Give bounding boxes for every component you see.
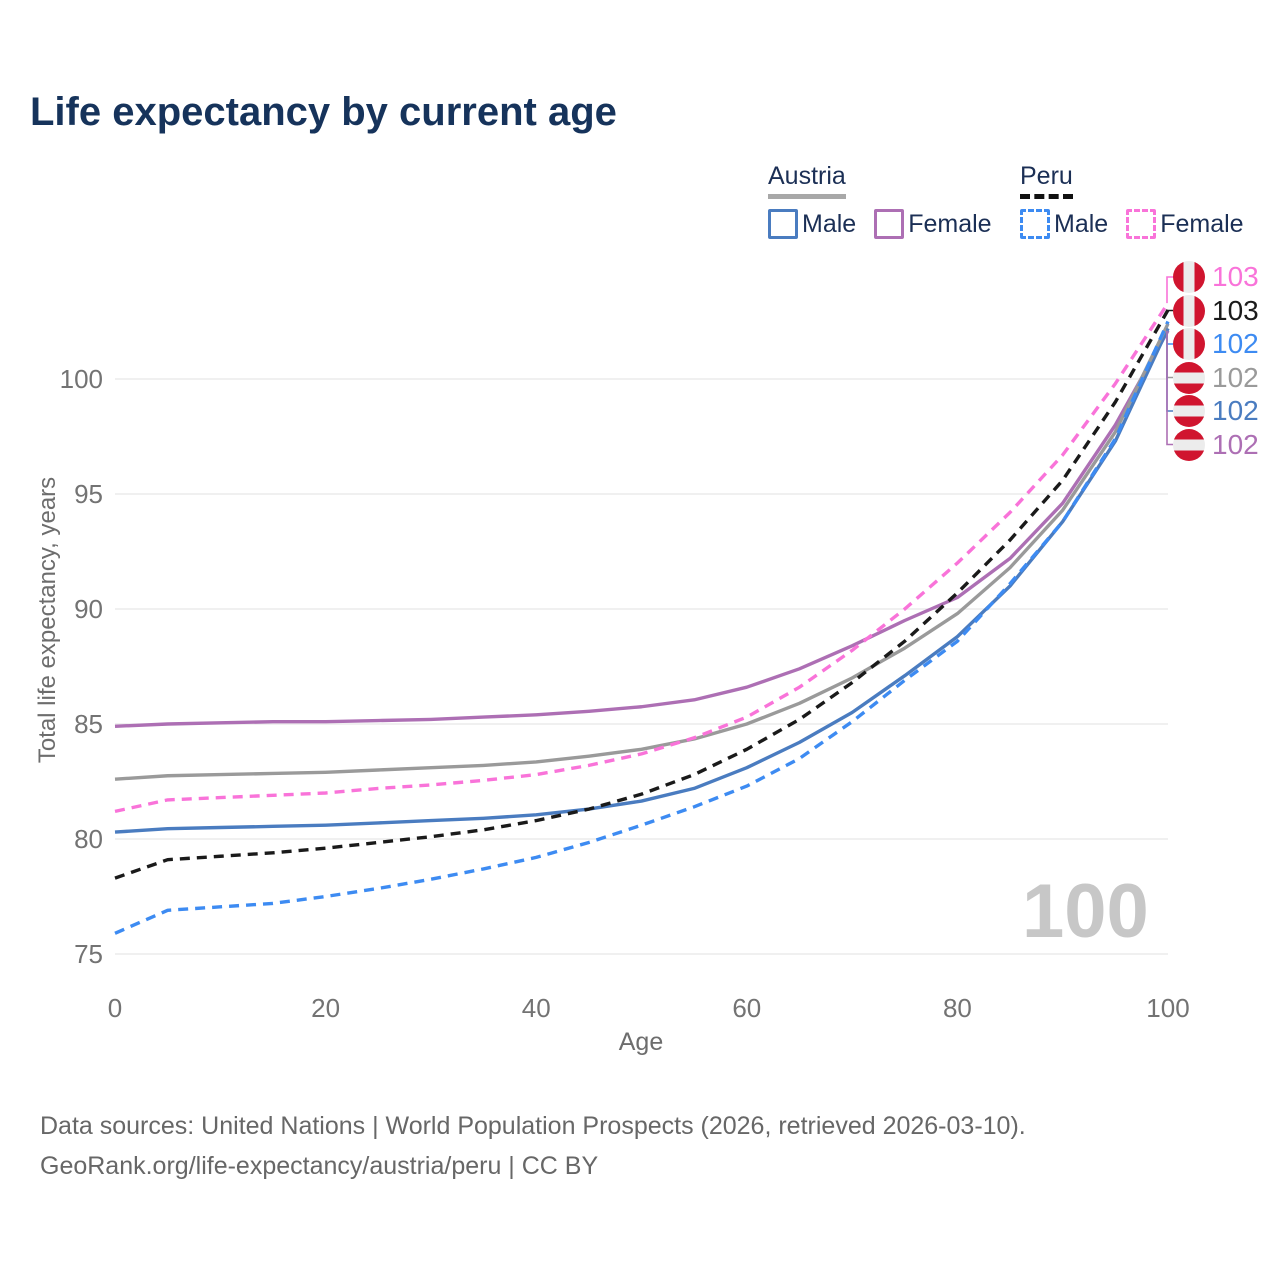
series-line-austria-mean bbox=[114, 323, 1170, 781]
end-value-peru-mean: 103 bbox=[1212, 294, 1259, 326]
footer-attribution: GeoRank.org/life-expectancy/austria/peru… bbox=[40, 1152, 599, 1180]
end-value-austria-female: 102 bbox=[1212, 428, 1259, 460]
austria-flag-icon bbox=[1173, 361, 1205, 394]
legend-item-label: Male bbox=[802, 209, 857, 238]
end-label-peru-mean: 103 bbox=[1173, 294, 1259, 328]
x-tick-label-20: 20 bbox=[311, 993, 340, 1023]
peru-female-swatch-icon bbox=[1126, 209, 1157, 239]
age-100-watermark: 100 bbox=[1022, 869, 1149, 954]
leader-line-peru-mean bbox=[1166, 309, 1173, 312]
legend-item-peru-male[interactable]: Male bbox=[1020, 209, 1108, 239]
series-line-peru-female bbox=[114, 302, 1170, 814]
series-line-austria-male bbox=[114, 327, 1170, 834]
legend-items-austria: Male Female bbox=[768, 209, 1010, 239]
end-label-peru-female: 103 bbox=[1173, 260, 1259, 294]
end-label-austria-female: 102 bbox=[1173, 428, 1259, 462]
legend-item-label: Female bbox=[1160, 209, 1244, 238]
legend-header-austria[interactable]: Austria bbox=[768, 162, 846, 199]
peru-male-swatch-icon bbox=[1020, 209, 1050, 239]
austria-female-swatch-icon bbox=[874, 209, 905, 239]
legend-items-peru: Male Female bbox=[1020, 209, 1262, 239]
x-axis-title: Age bbox=[618, 1028, 664, 1056]
end-label-austria-mean: 102 bbox=[1173, 361, 1259, 395]
end-value-austria-male: 102 bbox=[1212, 395, 1259, 426]
austria-flag-icon bbox=[1173, 428, 1205, 461]
y-tick-label-75: 75 bbox=[74, 939, 103, 969]
peru-flag-icon bbox=[1173, 294, 1205, 327]
leader-line-peru-female bbox=[1166, 276, 1173, 304]
legend-item-austria-female[interactable]: Female bbox=[874, 209, 992, 239]
footer: Data sources: United Nations | World Pop… bbox=[40, 1106, 1026, 1186]
leader-line-austria-female bbox=[1166, 330, 1173, 446]
legend-item-peru-female[interactable]: Female bbox=[1126, 209, 1244, 239]
series-line-peru-male bbox=[114, 320, 1170, 935]
x-tick-label-40: 40 bbox=[522, 993, 551, 1023]
x-tick-label-80: 80 bbox=[943, 993, 972, 1023]
end-value-peru-female: 103 bbox=[1212, 261, 1259, 292]
legend-item-label: Female bbox=[908, 209, 992, 238]
y-tick-label-90: 90 bbox=[74, 594, 103, 624]
x-tick-label-100: 100 bbox=[1146, 993, 1189, 1023]
footer-data-sources: Data sources: United Nations | World Pop… bbox=[40, 1112, 1026, 1140]
x-tick-label-60: 60 bbox=[732, 993, 761, 1023]
y-tick-label-80: 80 bbox=[74, 824, 103, 854]
legend-group-peru: Peru Male Female bbox=[1020, 162, 1262, 239]
legend-item-label: Male bbox=[1054, 209, 1109, 238]
y-tick-label-95: 95 bbox=[74, 479, 103, 509]
y-tick-label-85: 85 bbox=[74, 709, 103, 739]
austria-flag-icon bbox=[1173, 395, 1205, 427]
end-value-peru-male: 102 bbox=[1212, 328, 1259, 359]
legend-group-austria: Austria Male Female bbox=[768, 162, 1010, 239]
peru-flag-icon bbox=[1173, 328, 1205, 360]
page-title: Life expectancy by current age bbox=[30, 90, 617, 134]
end-label-peru-male: 102 bbox=[1173, 327, 1259, 361]
end-value-austria-mean: 102 bbox=[1212, 361, 1259, 393]
legend-item-austria-male[interactable]: Male bbox=[768, 209, 856, 239]
x-tick-label-0: 0 bbox=[108, 993, 122, 1023]
y-axis-title: Total life expectancy, years bbox=[34, 476, 61, 764]
peru-flag-icon bbox=[1173, 261, 1205, 293]
series-line-peru-mean bbox=[114, 309, 1170, 880]
legend-header-peru[interactable]: Peru bbox=[1020, 162, 1073, 199]
y-tick-label-100: 100 bbox=[60, 364, 103, 394]
austria-male-swatch-icon bbox=[768, 209, 798, 239]
series-line-austria-female bbox=[114, 329, 1170, 728]
end-label-austria-male: 102 bbox=[1173, 394, 1259, 428]
